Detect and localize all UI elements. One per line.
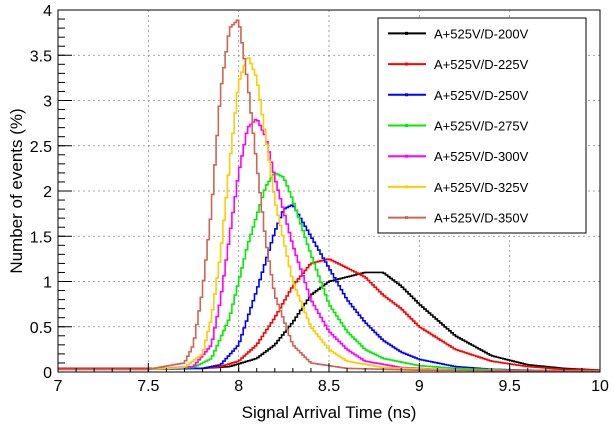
y-tick-label: 3.5: [30, 48, 52, 65]
legend-label: A+525V/D-225V: [434, 57, 529, 72]
x-axis-title: Signal Arrival Time (ns): [242, 403, 417, 422]
legend-marker: [405, 154, 408, 158]
y-tick-label: 3: [43, 94, 52, 111]
legend: A+525V/D-200V A+525V/D-225V A+525V/D-250V A…: [377, 17, 587, 234]
legend-label: A+525V/D-300V: [434, 149, 529, 164]
x-tick-label: 7: [54, 378, 63, 395]
y-tick-label: 0: [43, 365, 52, 382]
legend-marker: [405, 216, 408, 220]
y-tick-label: 1: [43, 275, 52, 292]
legend-label: A+525V/D-250V: [434, 88, 529, 103]
legend-label: A+525V/D-325V: [434, 180, 529, 195]
y-tick-label: 4: [43, 3, 52, 20]
legend-marker: [405, 93, 408, 97]
x-tick-label: 8.5: [318, 378, 340, 395]
x-tick-label: 8: [234, 378, 243, 395]
legend-marker: [405, 124, 408, 127]
y-tick-label: 2.5: [30, 139, 52, 156]
y-axis-title: Number of events (%): [7, 108, 26, 273]
x-tick-label: 9: [415, 378, 424, 395]
tick-labels: 7 7.5 8 8.5 9 9.5 10 0 0.5 1 1.5 2 2.5 3 3.5 4: [30, 3, 609, 395]
legend-marker: [405, 185, 408, 189]
x-tick-label: 10: [591, 378, 609, 395]
legend-marker: [405, 31, 408, 35]
legend-label: A+525V/D-275V: [434, 119, 529, 134]
y-tick-label: 0.5: [30, 320, 52, 337]
legend-label: A+525V/D-350V: [434, 211, 529, 226]
legend-marker: [405, 62, 408, 66]
y-tick-label: 1.5: [30, 229, 52, 246]
x-tick-label: 7.5: [137, 378, 159, 395]
series-layer: [58, 19, 600, 372]
series-line: [58, 19, 600, 372]
x-tick-label: 9.5: [499, 378, 521, 395]
y-tick-label: 2: [43, 184, 52, 201]
axis-ticks: [57, 9, 601, 373]
legend-label: A+525V/D-200V: [434, 26, 529, 41]
